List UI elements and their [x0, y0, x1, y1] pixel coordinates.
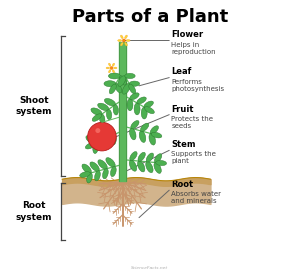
Ellipse shape [110, 166, 116, 177]
Ellipse shape [87, 173, 92, 183]
Ellipse shape [125, 42, 127, 46]
Text: Root: Root [171, 180, 194, 189]
Ellipse shape [85, 142, 95, 149]
Ellipse shape [138, 152, 145, 161]
Ellipse shape [122, 83, 130, 94]
Ellipse shape [137, 97, 146, 104]
Ellipse shape [131, 121, 139, 129]
Ellipse shape [118, 76, 126, 86]
Ellipse shape [106, 158, 115, 167]
Ellipse shape [92, 114, 102, 121]
Ellipse shape [118, 39, 122, 41]
Text: Helps in
reproduction: Helps in reproduction [171, 42, 216, 55]
Ellipse shape [130, 128, 136, 140]
Text: Fruit: Fruit [171, 105, 194, 113]
Ellipse shape [140, 123, 149, 131]
Ellipse shape [113, 67, 117, 69]
Ellipse shape [111, 135, 116, 145]
Ellipse shape [129, 160, 137, 171]
Ellipse shape [125, 73, 135, 79]
Ellipse shape [146, 162, 153, 173]
Ellipse shape [130, 152, 137, 161]
Ellipse shape [146, 153, 154, 162]
Ellipse shape [109, 84, 116, 94]
Ellipse shape [112, 70, 115, 73]
Text: Leaf: Leaf [171, 68, 192, 76]
Text: Root
system: Root system [15, 201, 52, 222]
Ellipse shape [94, 171, 100, 181]
Text: Flower: Flower [171, 30, 203, 39]
Circle shape [95, 128, 100, 133]
Text: Stem: Stem [171, 140, 196, 149]
Ellipse shape [154, 162, 161, 173]
Ellipse shape [121, 42, 123, 46]
Ellipse shape [104, 99, 116, 106]
Ellipse shape [129, 81, 140, 86]
Ellipse shape [104, 127, 114, 136]
Ellipse shape [121, 35, 123, 39]
Ellipse shape [106, 67, 109, 69]
Ellipse shape [95, 131, 105, 140]
Ellipse shape [100, 114, 105, 124]
Ellipse shape [112, 63, 115, 66]
Ellipse shape [127, 99, 133, 111]
Text: Absorbs water
and minerals: Absorbs water and minerals [171, 191, 221, 204]
Ellipse shape [145, 107, 154, 114]
Ellipse shape [113, 105, 118, 115]
Ellipse shape [115, 84, 122, 93]
Text: ScienceFacts.net: ScienceFacts.net [131, 266, 169, 270]
Ellipse shape [149, 134, 155, 145]
Ellipse shape [106, 109, 112, 120]
Ellipse shape [151, 132, 162, 138]
Circle shape [88, 122, 116, 151]
Circle shape [122, 39, 125, 42]
Circle shape [110, 67, 113, 69]
Ellipse shape [103, 169, 108, 179]
Text: Performs
photosynthesis: Performs photosynthesis [171, 79, 224, 92]
Ellipse shape [102, 139, 107, 149]
Ellipse shape [141, 107, 147, 119]
Ellipse shape [150, 126, 158, 134]
Text: Supports the
plant: Supports the plant [171, 152, 216, 164]
Ellipse shape [91, 108, 102, 115]
Ellipse shape [90, 162, 99, 171]
Text: Shoot
system: Shoot system [15, 96, 52, 116]
Ellipse shape [108, 73, 120, 79]
Ellipse shape [98, 160, 107, 169]
Ellipse shape [126, 39, 130, 41]
Ellipse shape [119, 76, 126, 85]
Text: Parts of a Plant: Parts of a Plant [72, 7, 228, 26]
Text: Protects the
seeds: Protects the seeds [171, 116, 213, 129]
Ellipse shape [86, 136, 96, 144]
Ellipse shape [98, 103, 109, 111]
Ellipse shape [109, 70, 111, 73]
Ellipse shape [144, 101, 153, 108]
Ellipse shape [93, 143, 98, 153]
Ellipse shape [129, 84, 136, 94]
Ellipse shape [104, 81, 116, 87]
Ellipse shape [82, 164, 91, 173]
Ellipse shape [139, 131, 146, 142]
Ellipse shape [154, 154, 162, 163]
Ellipse shape [130, 93, 139, 100]
Ellipse shape [125, 35, 127, 39]
Ellipse shape [134, 103, 140, 115]
Ellipse shape [80, 172, 90, 177]
Ellipse shape [109, 63, 111, 66]
Ellipse shape [137, 161, 145, 172]
Ellipse shape [156, 160, 167, 166]
